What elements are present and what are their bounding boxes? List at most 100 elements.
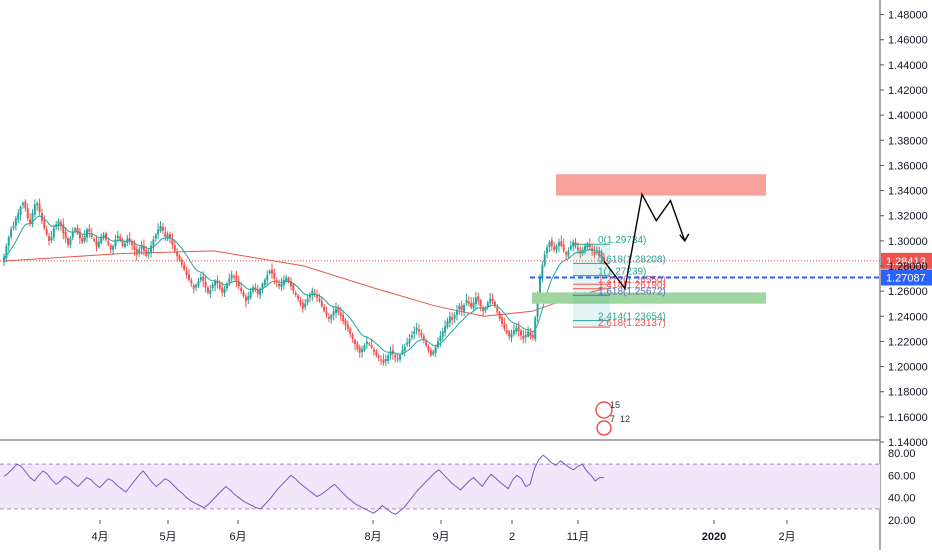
candle-up (408, 338, 411, 344)
candle-down (43, 219, 46, 229)
candle-up (581, 249, 584, 254)
candle-down (301, 302, 304, 309)
candle-down (565, 252, 568, 255)
candle-down (119, 236, 122, 241)
candle-down (45, 229, 48, 235)
candle-up (538, 278, 541, 296)
candle-down (313, 292, 316, 294)
candle-down (173, 245, 176, 251)
candle-down (62, 224, 65, 234)
candle-up (52, 228, 55, 238)
candle-down (593, 251, 596, 255)
candle-up (10, 229, 13, 237)
candle-down (256, 289, 259, 294)
candle-up (441, 331, 444, 337)
candle-down (425, 341, 428, 346)
y-tick-label: 1.42000 (888, 85, 928, 97)
candle-up (259, 288, 262, 296)
candle-down (327, 316, 330, 319)
candle-down (104, 233, 107, 240)
moving-average-fast (3, 215, 605, 355)
candle-up (166, 234, 169, 239)
candle-up (230, 274, 233, 279)
candle-down (93, 238, 96, 241)
y-tick-label: 1.44000 (888, 60, 928, 72)
candle-up (527, 331, 530, 337)
candle-up (444, 326, 447, 333)
x-tick-label: 6月 (229, 531, 246, 543)
candle-up (71, 232, 74, 238)
rsi-line (3, 454, 604, 515)
candle-down (107, 241, 110, 245)
candle-down (218, 284, 221, 289)
price-tag-label: 1.27087 (886, 272, 926, 284)
candle-up (195, 284, 198, 288)
candle-up (266, 274, 269, 281)
candle-up (406, 342, 409, 345)
candle-down (579, 250, 582, 254)
x-tick-label: 2月 (778, 531, 795, 543)
x-tick-label: 9月 (432, 531, 449, 543)
candle-up (3, 257, 5, 263)
candle-up (557, 242, 560, 247)
candle-down (323, 306, 326, 312)
candle-down (26, 207, 29, 219)
event-badges: 15 7 12 (595, 400, 630, 436)
candle-up (5, 245, 8, 259)
candle-up (569, 245, 572, 250)
candle-down (505, 330, 508, 333)
candle-down (467, 301, 470, 304)
candle-down (342, 314, 345, 322)
y-tick-label: 1.22000 (888, 336, 928, 348)
candle-down (187, 274, 190, 280)
candle-up (465, 299, 468, 304)
x-tick-label: 5月 (159, 531, 176, 543)
candle-up (543, 254, 546, 266)
candle-down (550, 240, 553, 246)
candle-down (553, 246, 556, 250)
fibonacci-levels: 0(1.29734) 0.618(1.28208) 1(1.27239)1.272(… (573, 235, 666, 329)
candle-down (202, 276, 205, 282)
candle-down (287, 277, 290, 282)
x-tick-label: 8月 (364, 531, 381, 543)
candle-up (123, 243, 126, 248)
candle-down (498, 312, 501, 319)
candle-up (463, 304, 466, 312)
candle-up (247, 296, 250, 301)
x-tick-label: 4月 (91, 531, 108, 543)
candle-up (112, 245, 115, 250)
fib-label: 1.272(1.26550) (598, 275, 666, 286)
candle-down (477, 296, 480, 302)
candle-down (142, 245, 145, 251)
candle-up (199, 277, 202, 281)
candle-down (603, 256, 605, 261)
zone-layer (532, 174, 766, 304)
candle-down (240, 287, 243, 292)
candle-down (418, 329, 421, 332)
candle-up (515, 327, 518, 332)
candle-down (128, 238, 131, 241)
fib-label: 1.414(1.26190) (598, 280, 666, 291)
candle-up (439, 336, 442, 342)
candle-down (420, 332, 423, 336)
candle-up (211, 284, 214, 289)
candle-down (531, 335, 534, 338)
candle-up (484, 307, 487, 311)
candle-up (415, 327, 418, 331)
candle-down (133, 244, 136, 250)
candle-down (242, 292, 245, 297)
candle-down (394, 355, 397, 358)
candle-up (541, 264, 544, 278)
candle-up (74, 228, 77, 231)
rsi-tick-label: 80.00 (888, 448, 916, 460)
candle-down (180, 259, 183, 265)
candle-up (489, 298, 492, 303)
candle-down (216, 280, 219, 284)
projection-line (603, 192, 686, 291)
candle-down (192, 285, 195, 289)
candle-down (382, 359, 385, 363)
x-tick-label: 2 (509, 531, 515, 543)
candle-down (171, 239, 174, 245)
y-tick-label: 1.18000 (888, 387, 928, 399)
